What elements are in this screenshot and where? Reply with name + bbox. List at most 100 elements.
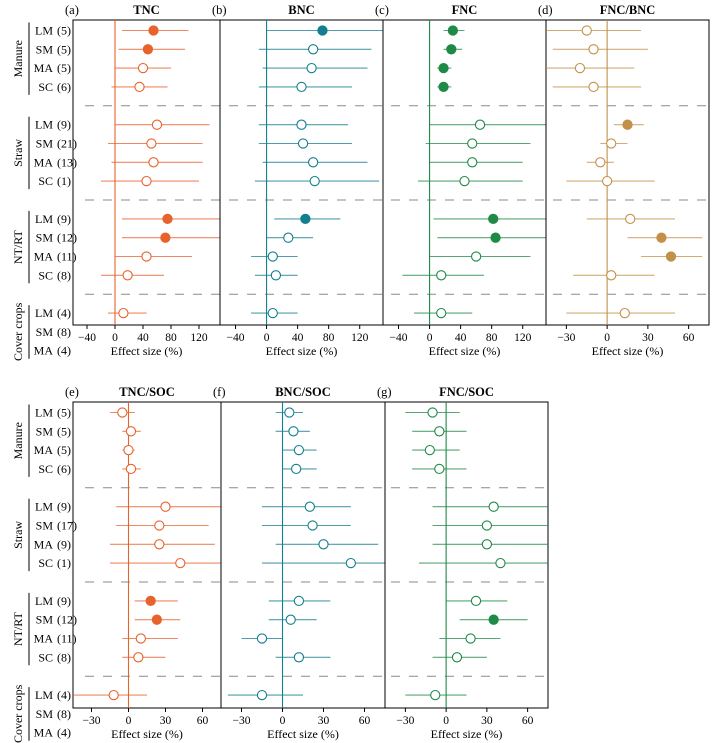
nonsignificant-point — [434, 463, 445, 475]
nonsignificant-point — [285, 614, 296, 625]
row-label-practice: LM — [35, 306, 53, 320]
row-label-sample-size: (21) — [57, 137, 77, 151]
panel-data — [101, 25, 220, 319]
x-tick-label: 30 — [642, 332, 654, 344]
nonsignificant-point — [134, 81, 145, 93]
significant-point — [488, 614, 499, 625]
significant-point — [148, 25, 159, 36]
panel-letter: (e) — [65, 385, 79, 399]
row-label-practice: SM — [36, 42, 54, 56]
nonsignificant-point — [117, 407, 128, 418]
nonsignificant-point — [267, 307, 278, 319]
panel-fnc: FNC (c) −40 0 40 80 120 Effect size (%) — [375, 3, 547, 358]
row-label-sample-size: (5) — [57, 61, 71, 75]
nonsignificant-point — [288, 426, 299, 437]
x-axis-title: Effect size (%) — [267, 727, 339, 741]
significant-point — [438, 81, 449, 93]
x-axis-title: Effect size (%) — [266, 344, 338, 358]
nonsignificant-point — [292, 709, 301, 718]
nonsignificant-point — [467, 157, 478, 168]
panel-letter: (b) — [212, 3, 227, 17]
nonsignificant-point — [434, 426, 445, 437]
nonsignificant-point — [284, 407, 295, 418]
nonsignificant-point — [297, 138, 309, 149]
nonsignificant-point — [256, 633, 268, 644]
significant-point — [490, 232, 501, 243]
x-tick-label: 60 — [359, 715, 371, 727]
nonsignificant-point — [108, 689, 119, 701]
row-label-sample-size: (11) — [57, 632, 77, 646]
nonsignificant-point — [283, 232, 294, 243]
nonsignificant-point — [424, 444, 435, 456]
group-label: Cover crops — [11, 302, 25, 361]
x-tick-label: 0 — [443, 715, 449, 727]
panel-fnc-bnc: FNC/BNC (d) −30 0 30 60 Effect size (%) — [538, 3, 710, 358]
row-label-practice: LM — [35, 500, 53, 514]
row-label-practice: LM — [35, 594, 53, 608]
x-tick-label: 0 — [280, 715, 286, 727]
panel-letter: (a) — [65, 3, 79, 17]
row-label-sample-size: (4) — [57, 344, 71, 358]
row-label-practice: SM — [36, 424, 54, 438]
nonsignificant-point — [304, 501, 315, 512]
panel-letter: (c) — [375, 3, 389, 17]
nonsignificant-point — [459, 175, 470, 187]
nonsignificant-point — [436, 270, 447, 281]
x-tick-label: 40 — [292, 332, 304, 344]
nonsignificant-point — [296, 119, 307, 130]
row-label-practice: SM — [36, 613, 54, 627]
nonsignificant-point — [291, 463, 302, 475]
row-label-practice: SM — [36, 707, 54, 721]
row-label-practice: MA — [34, 250, 54, 264]
row-label-sample-size: (5) — [57, 424, 71, 438]
x-tick-label: −40 — [227, 332, 245, 344]
significant-point — [162, 213, 173, 225]
panel-frame — [219, 19, 384, 326]
x-tick-label: 120 — [351, 332, 369, 344]
row-label-sample-size: (1) — [57, 556, 71, 570]
nonsignificant-point — [481, 539, 493, 550]
panel-title: FNC — [452, 3, 478, 17]
row-label-sample-size: (8) — [57, 325, 71, 339]
x-tick-label: 80 — [165, 332, 177, 344]
nonsignificant-point — [293, 444, 305, 456]
x-tick-label: 80 — [486, 332, 498, 344]
x-tick-label: −30 — [557, 332, 575, 344]
nonsignificant-point — [601, 175, 613, 187]
row-label-sample-size: (1) — [57, 174, 71, 188]
nonsignificant-point — [307, 44, 319, 55]
x-tick-label: 60 — [683, 332, 695, 344]
nonsignificant-point — [495, 557, 506, 569]
panel-data — [546, 25, 703, 319]
x-tick-label: 60 — [522, 715, 534, 727]
x-tick-label: 0 — [126, 715, 132, 727]
nonsignificant-point — [481, 520, 493, 531]
row-label-practice: SC — [38, 556, 53, 570]
nonsignificant-point — [293, 595, 305, 607]
x-tick-label: 30 — [318, 715, 330, 727]
nonsignificant-point — [154, 520, 165, 531]
panel-title: BNC — [288, 3, 314, 17]
x-axis-title: Effect size (%) — [111, 344, 183, 358]
nonsignificant-point — [606, 138, 617, 149]
nonsignificant-point — [625, 213, 636, 225]
row-label-sample-size: (4) — [57, 726, 71, 740]
x-tick-label: 30 — [160, 715, 172, 727]
nonsignificant-point — [436, 307, 447, 319]
nonsignificant-point — [148, 157, 159, 168]
nonsignificant-point — [467, 138, 478, 149]
x-tick-label: 0 — [264, 332, 270, 344]
panel-fnc-soc: FNC/SOC (g) −30 0 30 60 Effect size (%) — [377, 385, 549, 741]
x-tick-label: 60 — [197, 715, 209, 727]
panel-tnc-soc: TNC/SOC (e) −30 0 30 60 Effect size (%) — [65, 385, 222, 741]
row-label-practice: SM — [36, 325, 54, 339]
row-label-practice: SC — [38, 268, 53, 282]
nonsignificant-point — [135, 633, 146, 644]
nonsignificant-point — [474, 119, 486, 130]
significant-point — [317, 25, 328, 36]
nonsignificant-point — [345, 557, 356, 569]
nonsignificant-point — [146, 138, 157, 149]
group-label: Cover crops — [11, 684, 25, 743]
panel-frame — [545, 19, 710, 326]
row-label-sample-size: (4) — [57, 688, 71, 702]
